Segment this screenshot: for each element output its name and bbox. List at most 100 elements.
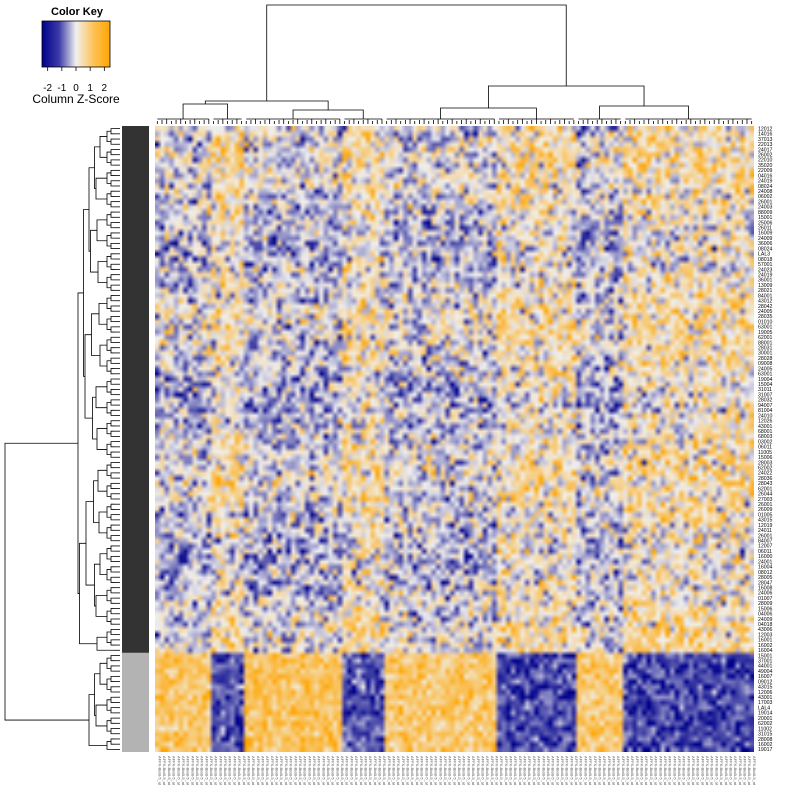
dendrogram-branch [94,673,100,716]
dendrogram-branch [488,85,645,108]
row-label: 28031 [758,346,773,352]
dendrogram-branch [96,428,107,450]
row-label: 28021 [758,288,773,294]
dendrogram-branch [106,402,111,414]
row-label: 63001 [758,372,773,378]
column-label: AFFX-BioB-5_at [260,756,265,786]
dendrogram-branch [77,292,84,594]
row-label: 09012 [758,679,773,685]
dendrogram-branch [110,639,115,646]
dendrogram-branch [4,442,89,721]
dendrogram-branch [110,389,115,396]
dendrogram-branch [110,368,114,375]
column-label: AFFX-BioB-5_at [686,756,691,786]
dendrogram-branch [110,566,115,573]
row-label: 16004 [758,565,773,571]
row-label: 08024 [758,246,773,252]
dendrogram-branch [106,589,111,602]
dendrogram-branch [95,595,107,617]
row-label: 49004 [758,669,773,675]
dendrogram-branch [106,235,111,247]
column-label: AFFX-BioB-5_at [621,756,626,786]
row-label: 12012 [758,126,773,132]
row-label: 16008 [758,585,773,591]
row-label: 24003 [758,205,773,211]
dendrogram-branch [110,686,115,693]
column-label: AFFX-BioB-5_at [373,756,378,786]
dendrogram-branch [106,527,111,539]
column-label: AFFX-BioB-5_at [504,756,509,786]
column-label: AFFX-BioB-5_at [668,756,673,786]
dendrogram-branch [110,535,115,542]
column-label: AFFX-BioB-5_at [677,756,682,786]
color-key-tick-label: 0 [73,83,79,94]
column-label: AFFX-BioB-5_at [204,756,209,786]
dendrogram-branch [110,597,115,604]
column-label: AFFX-BioB-5_at [176,756,181,786]
row-label: 15001 [758,215,773,221]
dendrogram-branch [110,263,115,270]
dendrogram-branch [110,222,115,229]
dendrogram-branch [110,665,114,672]
row-label: 22010 [758,158,773,164]
dendrogram-branch [266,4,567,101]
column-label: AFFX-BioB-5_at [700,756,705,786]
dendrogram-branch [98,302,107,325]
dendrogram-branch [106,464,111,476]
column-label: AFFX-BioB-5_at [490,756,495,786]
dendrogram-branch [106,360,111,372]
dendrogram-branch [106,297,111,309]
row-label: 16000 [758,554,773,560]
column-label: AFFX-BioB-5_at [626,756,631,786]
dendrogram-branch [110,482,115,489]
dendrogram-branch [110,128,115,135]
dendrogram-branch [106,214,111,226]
column-label: AFFX-BioB-5_at [359,756,364,786]
row-label: 68003 [758,434,773,440]
column-label: AFFX-BioB-5_at [289,756,294,786]
row-label: LAL3 [758,252,770,258]
column-label: AFFX-BioB-5_at [480,756,485,786]
dendrogram-branch [97,261,107,283]
row-label: 28005 [758,575,773,581]
column-label: AFFX-BioB-5_at [728,756,733,786]
row-label: 81004 [758,408,773,414]
row-label: 15006 [758,455,773,461]
row-label: 24017 [758,147,773,153]
row-label: 24001 [758,559,773,565]
column-label: AFFX-BioB-5_at [513,756,518,786]
row-label: 88009 [758,210,773,216]
row-label: 24005 [758,366,773,372]
dendrogram-branch [94,146,100,190]
row-label: 19017 [758,747,773,753]
row-label: 24009 [758,617,773,623]
column-label: AFFX-BioB-5_at [246,756,251,786]
column-label: AFFX-BioB-5_at [284,756,289,786]
column-label: AFFX-BioB-5_at [303,756,308,786]
dendrogram-branch [110,675,115,682]
dendrogram-branch [88,694,107,746]
dendrogram-branch [106,443,111,456]
column-label: AFFX-BioB-5_at [471,756,476,786]
row-label: 24006 [758,591,773,597]
dendrogram-branch [95,177,107,200]
dendrogram-branch [96,636,114,651]
dendrogram-branch [110,576,115,583]
column-label: AFFX-BioB-5_at [162,756,167,786]
dendrogram-branch [110,190,115,197]
column-label: AFFX-BioB-5_at [555,756,560,786]
column-label: AFFX-BioB-5_at [167,756,172,786]
dendrogram-branch [110,211,114,218]
dendrogram-branch [98,511,107,534]
dendrogram-branch [99,344,107,367]
row-label: 88001 [758,340,773,346]
dendrogram-branch [110,295,115,302]
row-label: 19005 [758,330,773,336]
dendrogram-branch [106,678,111,690]
row-label: 01007 [758,596,773,602]
column-label: AFFX-BioB-5_at [724,756,729,786]
row-label: 16004 [758,648,773,654]
column-label: AFFX-BioB-5_at [298,756,303,786]
column-label: AFFX-BioB-5_at [377,756,382,786]
dendrogram-branch [96,219,107,242]
